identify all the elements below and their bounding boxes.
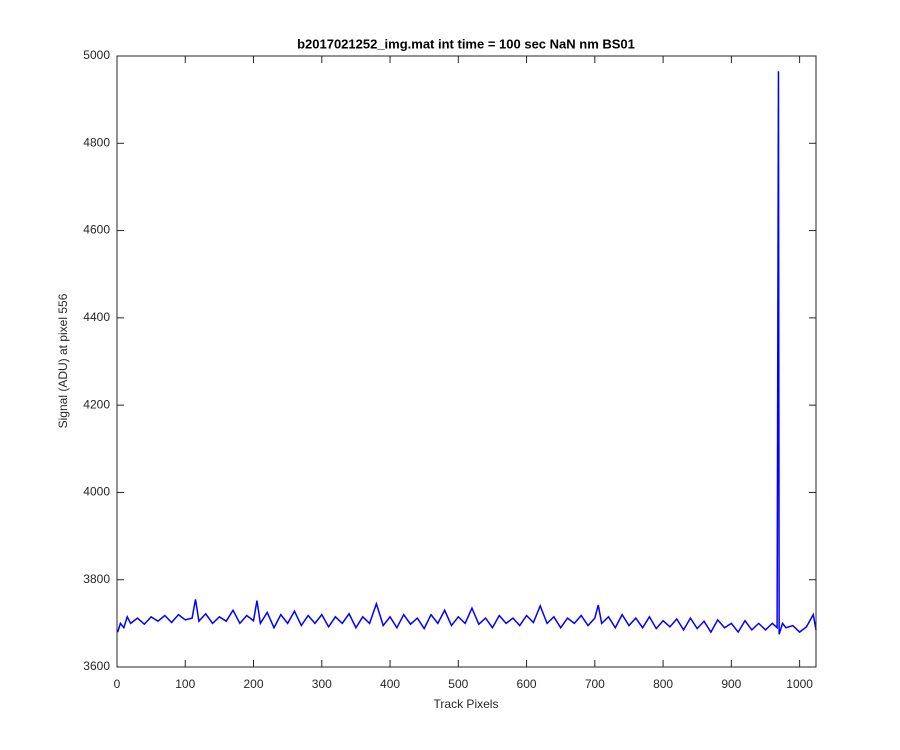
y-tick-label: 4400: [83, 310, 110, 324]
x-tick-label: 1000: [786, 677, 813, 691]
x-axis-label: Track Pixels: [434, 697, 499, 711]
y-tick-label: 5000: [83, 48, 110, 62]
x-tick-label: 500: [448, 677, 468, 691]
chart-title: b2017021252_img.mat int time = 100 sec N…: [297, 36, 635, 51]
x-tick-label: 700: [585, 677, 605, 691]
y-tick-label: 4200: [83, 397, 110, 411]
x-tick-label: 200: [244, 677, 264, 691]
x-tick-label: 100: [175, 677, 195, 691]
y-tick-label: 4800: [83, 135, 110, 149]
x-tick-label: 800: [653, 677, 673, 691]
x-tick-label: 400: [380, 677, 400, 691]
x-tick-label: 900: [721, 677, 741, 691]
x-tick-label: 300: [312, 677, 332, 691]
x-tick-label: 600: [517, 677, 537, 691]
data-line: [116, 71, 817, 635]
y-tick-label: 3800: [83, 572, 110, 586]
y-axis-label: Signal (ADU) at pixel 556: [56, 293, 70, 428]
y-tick-label: 4000: [83, 485, 110, 499]
y-tick-label: 3600: [83, 659, 110, 673]
plot-frame: [116, 55, 817, 668]
x-tick-label: 0: [114, 677, 121, 691]
y-tick-label: 4600: [83, 223, 110, 237]
